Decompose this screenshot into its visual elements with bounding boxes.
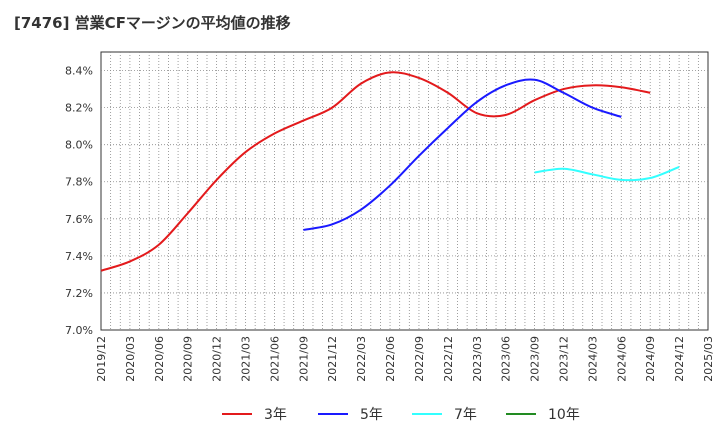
x-tick-label: 2020/12 [211, 336, 224, 382]
x-tick-label: 2022/12 [442, 336, 455, 382]
x-tick-label: 2022/09 [413, 336, 426, 382]
x-tick-label: 2024/09 [644, 336, 657, 382]
y-tick-label: 7.4% [65, 250, 93, 263]
x-tick-label: 2023/12 [557, 336, 570, 382]
x-tick-label: 2024/06 [615, 336, 628, 382]
legend-label: 7年 [454, 407, 477, 423]
chart-title: [7476] 営業CFマージンの平均値の推移 [14, 14, 291, 32]
x-tick-label: 2020/09 [182, 336, 195, 382]
x-tick-label: 2019/12 [95, 336, 108, 382]
x-tick-label: 2022/03 [355, 336, 368, 382]
x-tick-label: 2023/09 [529, 336, 542, 382]
x-tick-label: 2023/03 [471, 336, 484, 382]
y-tick-label: 8.2% [65, 102, 93, 115]
y-tick-label: 7.2% [65, 287, 93, 300]
x-tick-label: 2022/06 [384, 336, 397, 382]
x-tick-label: 2020/06 [153, 336, 166, 382]
x-tick-label: 2021/06 [268, 336, 281, 382]
y-tick-label: 7.0% [65, 324, 93, 337]
series-line-1 [303, 78, 622, 231]
series-line-0 [100, 71, 651, 272]
x-tick-label: 2021/03 [240, 336, 253, 382]
legend-label: 5年 [360, 407, 383, 423]
y-tick-label: 8.4% [65, 65, 93, 78]
y-tick-label: 8.0% [65, 139, 93, 152]
x-tick-label: 2023/06 [500, 336, 513, 382]
y-tick-label: 7.8% [65, 176, 93, 189]
plot-area [100, 51, 709, 331]
x-tick-label: 2021/09 [297, 336, 310, 382]
legend-label: 3年 [264, 407, 287, 423]
x-tick-label: 2024/12 [673, 336, 686, 382]
x-tick-label: 2020/03 [124, 336, 137, 382]
legend-label: 10年 [548, 407, 580, 423]
y-tick-label: 7.6% [65, 213, 93, 226]
series-line-2 [534, 165, 680, 182]
x-tick-label: 2024/03 [586, 336, 599, 382]
x-tick-label: 2025/03 [702, 336, 715, 382]
x-tick-label: 2021/12 [326, 336, 339, 382]
